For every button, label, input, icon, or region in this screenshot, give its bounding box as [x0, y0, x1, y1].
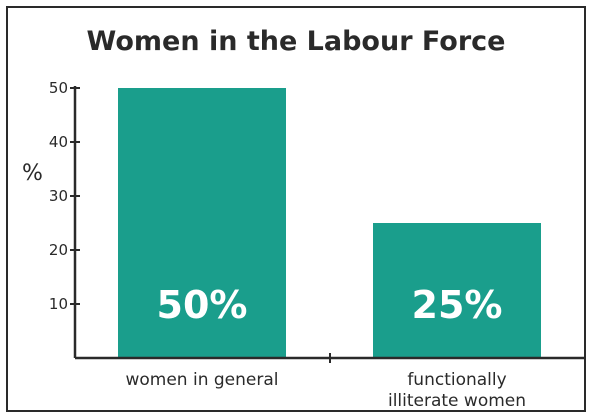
- chart-frame: Women in the Labour Force 50% women in ge…: [6, 6, 586, 412]
- chart-title: Women in the Labour Force: [86, 26, 506, 57]
- y-tick-label-50: 50: [49, 79, 68, 97]
- data-label-2: 25%: [412, 283, 503, 327]
- bar-2: [373, 223, 541, 358]
- y-tick-label-10: 10: [49, 295, 68, 313]
- category-label-2-line-2: illiterate women: [388, 391, 526, 410]
- y-tick-label-40: 40: [49, 133, 68, 151]
- category-label-1: women in general: [125, 370, 278, 390]
- category-label-2-line-1: functionally: [407, 370, 506, 390]
- y-tick-label-30: 30: [49, 187, 68, 205]
- bar-1: [118, 88, 286, 358]
- data-label-1: 50%: [157, 283, 248, 327]
- y-axis-label: %: [22, 161, 43, 186]
- bar-chart-plot: 50% women in general 25% functionallyillite…: [22, 79, 584, 410]
- y-tick-label-20: 20: [49, 241, 68, 259]
